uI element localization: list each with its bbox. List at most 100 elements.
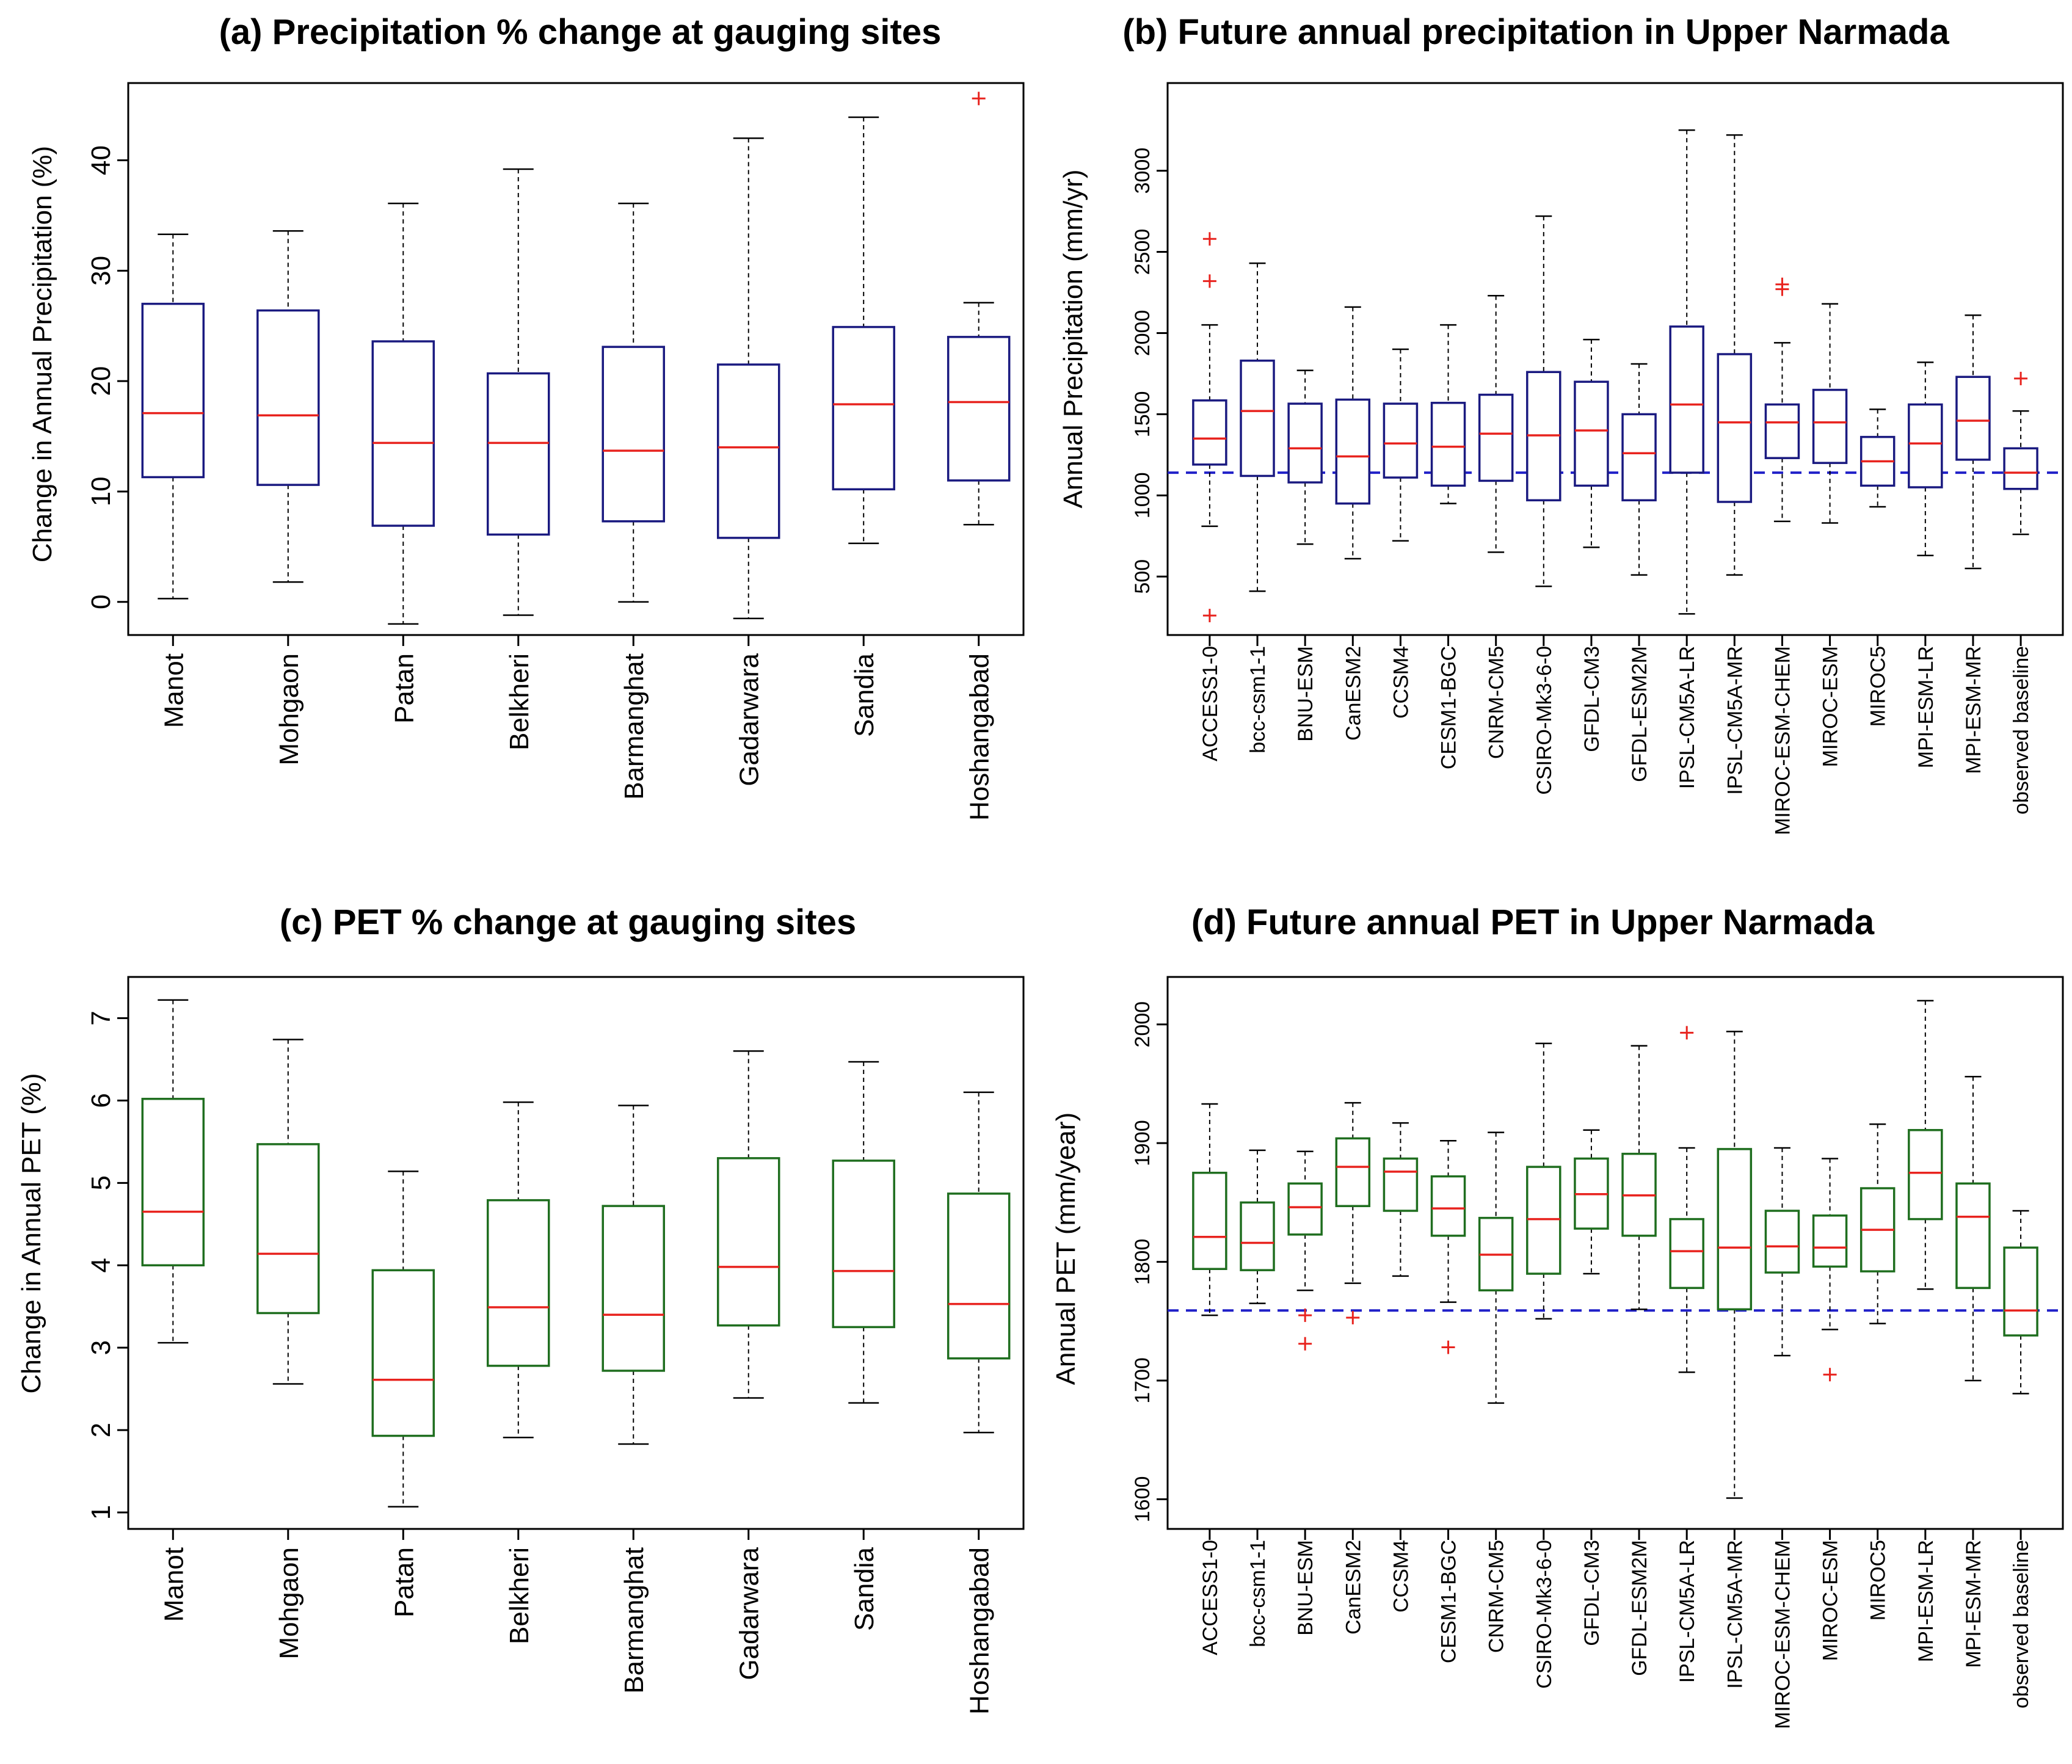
panel-b-category-label: observed baseline	[2010, 646, 2033, 815]
panel-c-ytick-label: 7	[86, 1011, 116, 1025]
panel-b-category-label: IPSL-CM5A-MR	[1723, 646, 1747, 795]
panel-b-plot: 500 1000 1500 2000 2500 3000 ACCESS1-0 bcc-csm1…	[1131, 129, 2063, 835]
panel-d-category-label: CSIRO-Mk3-6-0	[1533, 1540, 1556, 1689]
panel-c-ytick-label: 3	[86, 1340, 116, 1355]
panel-b-box-16	[1955, 314, 1991, 570]
iqr-box	[371, 1269, 435, 1437]
panel-d-plot-frame	[1166, 976, 2064, 1530]
iqr-box	[1574, 380, 1609, 487]
panel-a-ytick-label: 40	[86, 145, 116, 175]
outlier-marker	[1202, 232, 1216, 246]
panel-a-box-2	[371, 202, 435, 625]
iqr-box	[1192, 1172, 1227, 1270]
panel-d-category-label: MIROC5	[1867, 1540, 1890, 1621]
panel-d-box-5	[1430, 1140, 1466, 1354]
panel-b-ytick-label: 1500	[1131, 391, 1154, 438]
panel-b-category-label: CCSM4	[1389, 646, 1412, 719]
panel-d-category-label: bcc-csm1-1	[1246, 1540, 1270, 1647]
outlier-marker	[1680, 1026, 1694, 1040]
panel-d-category-label: ACCESS1-0	[1199, 1540, 1222, 1655]
iqr-box	[1908, 403, 1943, 488]
panel-b-category-label: CESM1-BGC	[1438, 646, 1461, 769]
outlier-marker	[1202, 609, 1216, 623]
panel-d-plot: 1600 1700 1800 1900 2000 ACCESS1-0 bcc-csm1-1 B…	[1131, 1000, 2063, 1729]
panel-d-title: (d) Future annual PET in Upper Narmada	[1191, 902, 1875, 942]
panel-a-box-6	[832, 116, 895, 545]
panel-b-box-0	[1192, 232, 1227, 623]
panel-d-category-label: MPI-ESM-MR	[1962, 1540, 1985, 1668]
iqr-box	[1764, 1210, 1800, 1274]
panel-c-ytick-label: 1	[86, 1505, 116, 1520]
panel-d-category-label: MIROC-ESM-CHEM	[1771, 1540, 1794, 1729]
panel-d-box-11	[1717, 1031, 1753, 1499]
panel-a-ylabel: Change in Annual Precipitation (%)	[27, 146, 57, 562]
panel-d-category-label: IPSL-CM5A-MR	[1723, 1540, 1747, 1689]
panel-d-category-label: MIROC-ESM	[1819, 1540, 1842, 1661]
iqr-box	[1478, 393, 1514, 482]
iqr-box	[1526, 1166, 1561, 1275]
panel-c-plot: 1 2 3 4 5 6 7 Manot Mohgaon Patan Belkheri Barmangh…	[86, 999, 1011, 1715]
panel-b-category-label: CSIRO-Mk3-6-0	[1533, 646, 1556, 795]
iqr-box	[1669, 1218, 1704, 1290]
iqr-box	[256, 1143, 320, 1315]
panel-c-category-label: Manot	[159, 1547, 189, 1622]
outlier-marker	[1346, 1310, 1360, 1324]
panel-c-ytick-label: 2	[86, 1423, 116, 1437]
panel-c-box-0	[141, 999, 205, 1344]
iqr-box	[1192, 399, 1227, 466]
panel-a-ytick-label: 0	[86, 595, 116, 609]
panel-b-box-11	[1717, 134, 1753, 576]
panel-d-box-8	[1574, 1129, 1609, 1275]
iqr-box	[716, 363, 780, 539]
iqr-box	[1335, 1137, 1371, 1207]
iqr-box	[1955, 1182, 1991, 1290]
iqr-box	[1335, 398, 1371, 505]
panel-d-category-label: GFDL-CM3	[1580, 1540, 1604, 1646]
panel-d-box-10	[1669, 1026, 1704, 1373]
panel-a-category-label: Gadarwara	[735, 653, 765, 786]
panel-b-category-label: bcc-csm1-1	[1246, 646, 1270, 753]
outlier-marker	[1775, 277, 1789, 291]
panel-c-ytick-label: 6	[86, 1093, 116, 1108]
panel-b-category-label: CanESM2	[1342, 646, 1365, 741]
panel-c-plot-frame	[127, 976, 1025, 1530]
panel-c-box-5	[716, 1050, 780, 1399]
panel-d-category-label: IPSL-CM5A-LR	[1676, 1540, 1699, 1683]
iqr-box	[2003, 447, 2038, 490]
panel-d-category-label: CCSM4	[1389, 1540, 1412, 1613]
panel-b-ytick-label: 500	[1131, 559, 1154, 594]
panel-b-box-14	[1859, 408, 1896, 508]
panel-c-category-label: Mohgaon	[274, 1547, 304, 1659]
iqr-box	[1908, 1129, 1943, 1221]
iqr-box	[832, 1160, 895, 1329]
panel-a-category-label: Hoshangabad	[965, 653, 995, 821]
outlier-marker	[1823, 1368, 1837, 1382]
panel-d-category-label: GFDL-ESM2M	[1628, 1540, 1651, 1676]
panel-c-category-label: Hoshangabad	[965, 1547, 995, 1715]
panel-b-category-label: BNU-ESM	[1294, 646, 1317, 742]
iqr-box	[1240, 359, 1275, 477]
panel-d-category-label: BNU-ESM	[1294, 1540, 1317, 1636]
panel-a-plot: 0 10 20 30 40 Manot Mohgaon Patan Belkheri Barman…	[86, 92, 1011, 821]
panel-d-box-1	[1240, 1149, 1275, 1304]
iqr-box	[1430, 1175, 1466, 1237]
iqr-box	[1717, 1148, 1753, 1311]
iqr-box	[1955, 376, 1991, 461]
iqr-box	[947, 336, 1011, 482]
panel-d-ytick-label: 1900	[1131, 1120, 1154, 1166]
iqr-box	[141, 1097, 205, 1266]
panel-b-category-label: MIROC-ESM-CHEM	[1771, 646, 1794, 835]
panel-a-category-label: Belkheri	[504, 653, 534, 750]
panel-b-category-label: GFDL-CM3	[1580, 646, 1604, 752]
panel-d-box-12	[1764, 1147, 1800, 1357]
iqr-box	[1430, 402, 1466, 487]
panel-c-category-label: Belkheri	[504, 1547, 534, 1644]
panel-c-box-2	[371, 1171, 435, 1508]
panel-b-ytick-label: 2500	[1131, 229, 1154, 275]
panel-c-box-4	[602, 1105, 665, 1445]
panel-b-ylabel: Annual Precipitation (mm/yr)	[1058, 169, 1088, 508]
iqr-box	[141, 302, 205, 479]
iqr-box	[832, 325, 895, 491]
panel-a-category-label: Manot	[159, 653, 189, 728]
